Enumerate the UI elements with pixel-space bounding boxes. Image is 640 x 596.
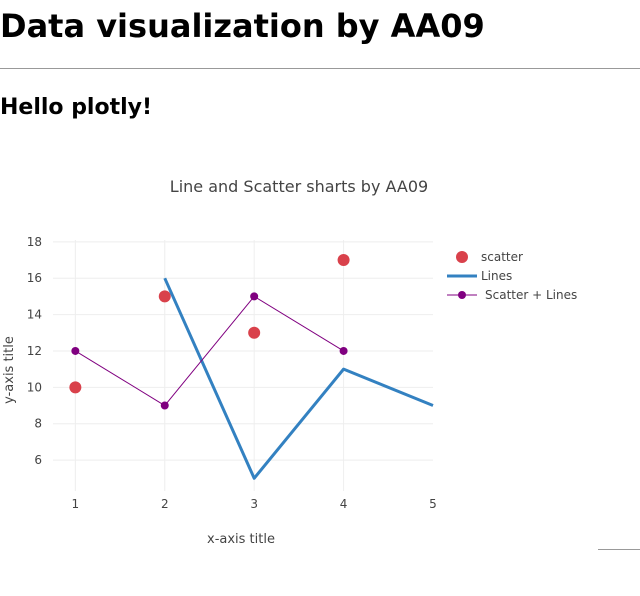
- line-scatter-chart[interactable]: Line and Scatter sharts by AA09 1 2 3 4 5681…: [0, 160, 640, 560]
- data-point[interactable]: [160, 401, 169, 410]
- x-tick-label: 4: [340, 497, 348, 511]
- chart-grid: [53, 240, 433, 491]
- chart-title: Line and Scatter sharts by AA09: [170, 177, 428, 196]
- series-scatter[interactable]: [69, 254, 350, 394]
- y-tick-label: 6: [34, 453, 42, 467]
- legend-label: Lines: [481, 269, 512, 283]
- data-point[interactable]: [337, 254, 350, 267]
- series-scatter-lines[interactable]: [71, 292, 348, 410]
- legend-item[interactable]: Lines: [447, 269, 512, 283]
- page-title: Data visualization by AA09: [0, 7, 485, 45]
- legend-swatch-marker: [458, 291, 466, 299]
- title-divider: [0, 68, 640, 69]
- data-point[interactable]: [250, 292, 259, 301]
- series-lines[interactable]: [163, 277, 434, 480]
- data-point[interactable]: [71, 346, 80, 355]
- legend-swatch-marker: [456, 251, 468, 263]
- legend-label: Scatter + Lines: [485, 288, 577, 302]
- y-tick-label: 10: [27, 380, 42, 394]
- bottom-divider: [598, 549, 640, 550]
- x-axis-title: x-axis title: [207, 532, 275, 547]
- x-tick-label: 5: [429, 497, 437, 511]
- legend-item[interactable]: scatter: [456, 250, 523, 264]
- data-point[interactable]: [69, 381, 82, 394]
- plot-area[interactable]: [69, 254, 434, 480]
- y-tick-label: 12: [27, 344, 42, 358]
- page-subtitle: Hello plotly!: [0, 95, 153, 120]
- series-line[interactable]: [75, 295, 344, 407]
- y-tick-label: 18: [27, 235, 42, 249]
- chart-legend[interactable]: scatter Lines Scatter + Lines: [447, 250, 577, 302]
- series-line[interactable]: [163, 277, 434, 480]
- y-tick-label: 14: [27, 308, 42, 322]
- x-tick-label: 1: [72, 497, 80, 511]
- x-tick-label: 2: [161, 497, 169, 511]
- data-point[interactable]: [339, 346, 348, 355]
- y-axis-title: y-axis title: [2, 336, 17, 404]
- data-point[interactable]: [248, 326, 261, 339]
- y-tick-label: 8: [34, 417, 42, 431]
- legend-label: scatter: [481, 250, 523, 264]
- data-point[interactable]: [158, 290, 171, 303]
- x-tick-label: 3: [250, 497, 258, 511]
- y-tick-label: 16: [27, 271, 42, 285]
- legend-item[interactable]: Scatter + Lines: [447, 288, 577, 302]
